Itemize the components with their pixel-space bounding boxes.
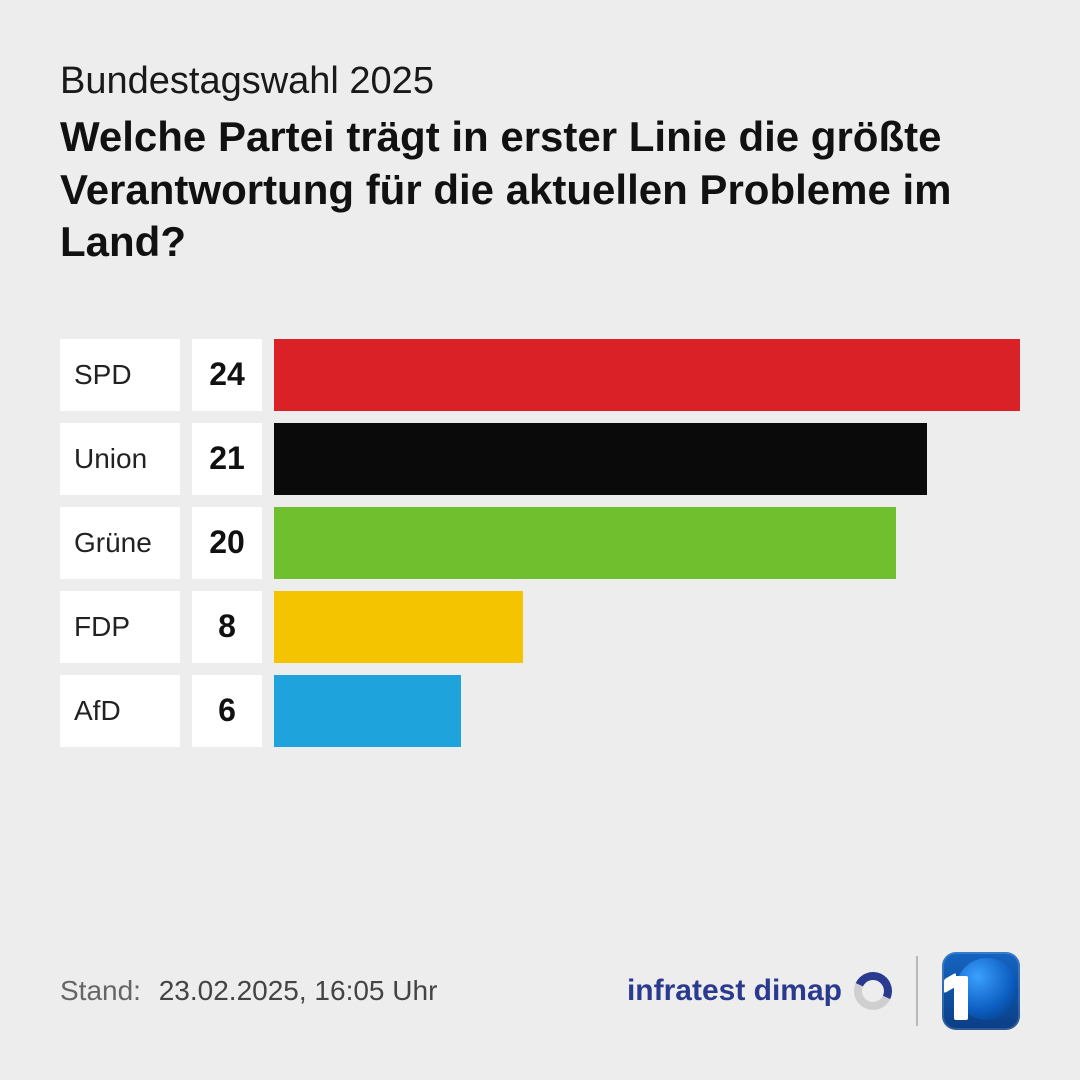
chart-title: Welche Partei trägt in erster Linie die …: [60, 111, 1020, 269]
bar-row: Grüne20: [60, 507, 1020, 579]
bar-row: AfD6: [60, 675, 1020, 747]
party-value: 20: [192, 507, 262, 579]
bar-track: [274, 675, 1020, 747]
bar-chart: SPD24Union21Grüne20FDP8AfD6: [60, 339, 1020, 759]
timestamp-line: Stand: 23.02.2025, 16:05 Uhr: [60, 975, 437, 1007]
party-label: SPD: [60, 339, 180, 411]
party-value: 8: [192, 591, 262, 663]
infratest-dimap-logo: infratest dimap: [627, 972, 892, 1010]
timestamp-value: 23.02.2025, 16:05 Uhr: [159, 975, 438, 1006]
das-erste-one-icon: [954, 976, 968, 1020]
bar-fill: [274, 423, 927, 495]
infratest-dimap-icon: [854, 972, 892, 1010]
bar-track: [274, 423, 1020, 495]
bar-fill: [274, 507, 896, 579]
timestamp-label: Stand:: [60, 975, 141, 1006]
bar-track: [274, 339, 1020, 411]
party-value: 24: [192, 339, 262, 411]
chart-supertitle: Bundestagswahl 2025: [60, 60, 1020, 103]
bar-row: SPD24: [60, 339, 1020, 411]
party-value: 21: [192, 423, 262, 495]
party-value: 6: [192, 675, 262, 747]
party-label: Union: [60, 423, 180, 495]
bar-fill: [274, 675, 461, 747]
party-label: FDP: [60, 591, 180, 663]
bar-fill: [274, 339, 1020, 411]
party-label: Grüne: [60, 507, 180, 579]
bar-track: [274, 507, 1020, 579]
chart-header: Bundestagswahl 2025 Welche Partei trägt …: [60, 60, 1020, 269]
party-label: AfD: [60, 675, 180, 747]
footer-logos: infratest dimap: [627, 952, 1020, 1030]
bar-row: Union21: [60, 423, 1020, 495]
infratest-dimap-text: infratest dimap: [627, 974, 842, 1008]
logo-divider: [916, 956, 918, 1026]
chart-footer: Stand: 23.02.2025, 16:05 Uhr infratest d…: [60, 952, 1020, 1030]
bar-row: FDP8: [60, 591, 1020, 663]
bar-track: [274, 591, 1020, 663]
ard-logo: [942, 952, 1020, 1030]
bar-fill: [274, 591, 523, 663]
